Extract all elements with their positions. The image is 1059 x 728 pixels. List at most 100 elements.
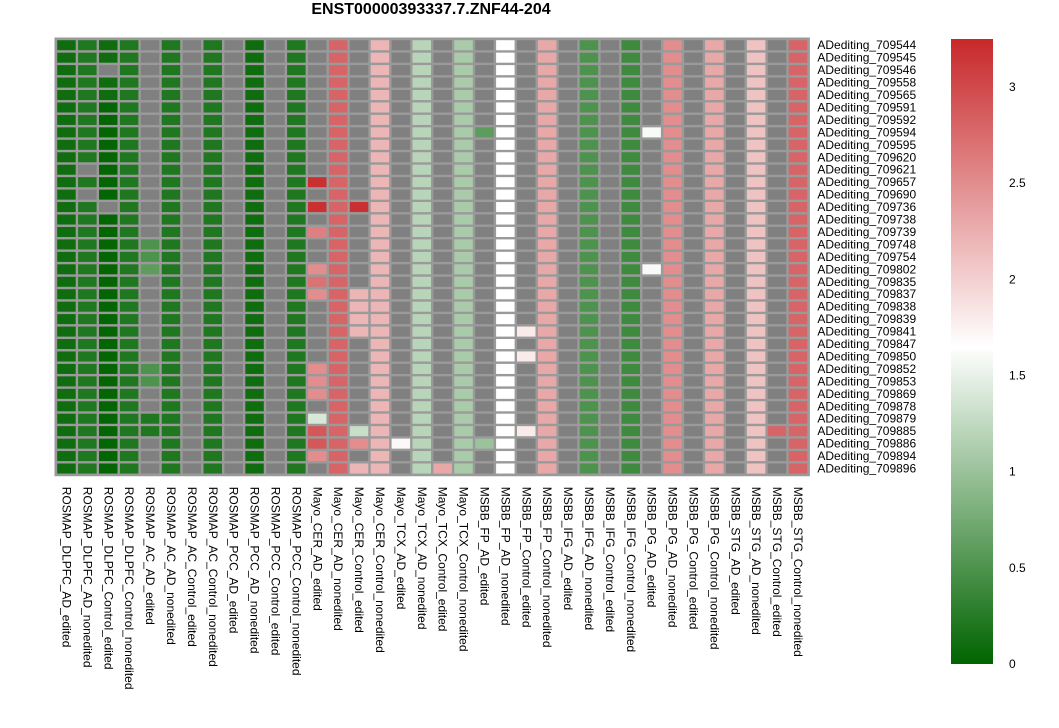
- heatmap-cell: [391, 102, 411, 113]
- heatmap-cell: [496, 463, 515, 474]
- heatmap-cell: [99, 413, 118, 424]
- heatmap-cell: [203, 326, 222, 337]
- heatmap-cell: [788, 77, 808, 88]
- heatmap-cell: [412, 463, 431, 474]
- column-label: ROSMAP_DLPFC_Control_nonedited: [122, 487, 136, 690]
- heatmap-cell: [328, 438, 348, 449]
- heatmap-cell: [57, 463, 76, 474]
- heatmap-cell: [788, 239, 808, 250]
- heatmap-cell: [349, 251, 369, 262]
- heatmap-cell: [78, 202, 97, 213]
- heatmap-cell: [161, 90, 181, 101]
- heatmap-cell: [517, 239, 536, 250]
- heatmap-cell: [496, 401, 515, 412]
- heatmap-cell: [684, 114, 703, 125]
- heatmap-cell: [370, 351, 390, 362]
- heatmap-cell: [767, 426, 787, 437]
- heatmap-cell: [182, 301, 202, 312]
- heatmap-cell: [579, 239, 599, 250]
- heatmap-cell: [433, 114, 452, 125]
- heatmap-cell: [391, 65, 411, 76]
- heatmap-cell: [433, 102, 452, 113]
- heatmap-cell: [203, 164, 222, 175]
- heatmap-cell: [788, 214, 808, 225]
- heatmap-cell: [328, 214, 348, 225]
- heatmap-cell: [412, 301, 431, 312]
- heatmap-cell: [78, 289, 97, 300]
- heatmap-cell: [99, 401, 118, 412]
- heatmap-cell: [328, 202, 348, 213]
- heatmap-cell: [788, 301, 808, 312]
- heatmap-cell: [161, 189, 181, 200]
- heatmap-cell: [788, 264, 808, 275]
- heatmap-cell: [370, 226, 390, 237]
- heatmap-cell: [78, 189, 97, 200]
- heatmap-cell: [621, 401, 640, 412]
- heatmap-cell: [663, 264, 682, 275]
- heatmap-cell: [182, 339, 202, 350]
- heatmap-cell: [328, 251, 348, 262]
- heatmap-cell: [308, 40, 327, 51]
- heatmap-cell: [454, 239, 473, 250]
- heatmap-cell: [788, 276, 808, 287]
- heatmap-cell: [475, 52, 494, 63]
- heatmap-cell: [579, 139, 599, 150]
- heatmap-cell: [266, 90, 285, 101]
- heatmap-cell: [412, 102, 431, 113]
- heatmap-cell: [579, 226, 599, 237]
- heatmap-cell: [140, 289, 160, 300]
- heatmap-cell: [496, 77, 515, 88]
- heatmap-cell: [517, 214, 536, 225]
- heatmap-cell: [496, 451, 515, 462]
- heatmap-cell: [78, 40, 97, 51]
- column-label: ROSMAP_PCC_Control_nonedited: [289, 487, 303, 676]
- heatmap-cell: [266, 152, 285, 163]
- row-label: ADediting_709837: [817, 287, 916, 301]
- heatmap-cell: [245, 251, 264, 262]
- heatmap-cell: [600, 276, 620, 287]
- heatmap-cell: [558, 413, 578, 424]
- heatmap-cell: [308, 264, 327, 275]
- heatmap-cell: [496, 90, 515, 101]
- heatmap-cell: [182, 239, 202, 250]
- row-label: ADediting_709558: [817, 76, 916, 90]
- heatmap-cell: [328, 65, 348, 76]
- heatmap-cell: [579, 52, 599, 63]
- heatmap-cell: [663, 114, 682, 125]
- heatmap-cell: [517, 52, 536, 63]
- heatmap-cell: [579, 114, 599, 125]
- legend-tick-label: 3: [1009, 80, 1016, 94]
- heatmap-cell: [328, 239, 348, 250]
- heatmap-cell: [203, 226, 222, 237]
- heatmap-cell: [788, 127, 808, 138]
- heatmap-cell: [726, 189, 745, 200]
- heatmap-cell: [161, 177, 181, 188]
- heatmap-cell: [705, 401, 724, 412]
- heatmap-cell: [287, 114, 306, 125]
- heatmap-cell: [663, 438, 682, 449]
- heatmap-cell: [140, 202, 160, 213]
- heatmap-cell: [517, 189, 536, 200]
- heatmap-cell: [621, 152, 640, 163]
- heatmap-cell: [788, 202, 808, 213]
- heatmap-cell: [684, 40, 703, 51]
- heatmap-cell: [517, 426, 536, 437]
- column-label: Mayo_TCX_AD_nonedited: [415, 487, 429, 630]
- heatmap-cell: [767, 139, 787, 150]
- heatmap-cell: [705, 388, 724, 399]
- heatmap-cell: [203, 214, 222, 225]
- heatmap-cell: [287, 451, 306, 462]
- heatmap-cell: [349, 376, 369, 387]
- heatmap-cell: [537, 40, 557, 51]
- heatmap-cell: [57, 202, 76, 213]
- heatmap-cell: [600, 426, 620, 437]
- heatmap-cell: [600, 189, 620, 200]
- heatmap-cell: [496, 289, 515, 300]
- heatmap-cell: [663, 376, 682, 387]
- row-label: ADediting_709565: [817, 88, 916, 102]
- heatmap-cell: [454, 326, 473, 337]
- heatmap-cell: [642, 214, 661, 225]
- row-label: ADediting_709748: [817, 237, 916, 251]
- heatmap-cell: [705, 139, 724, 150]
- heatmap-cell: [119, 152, 139, 163]
